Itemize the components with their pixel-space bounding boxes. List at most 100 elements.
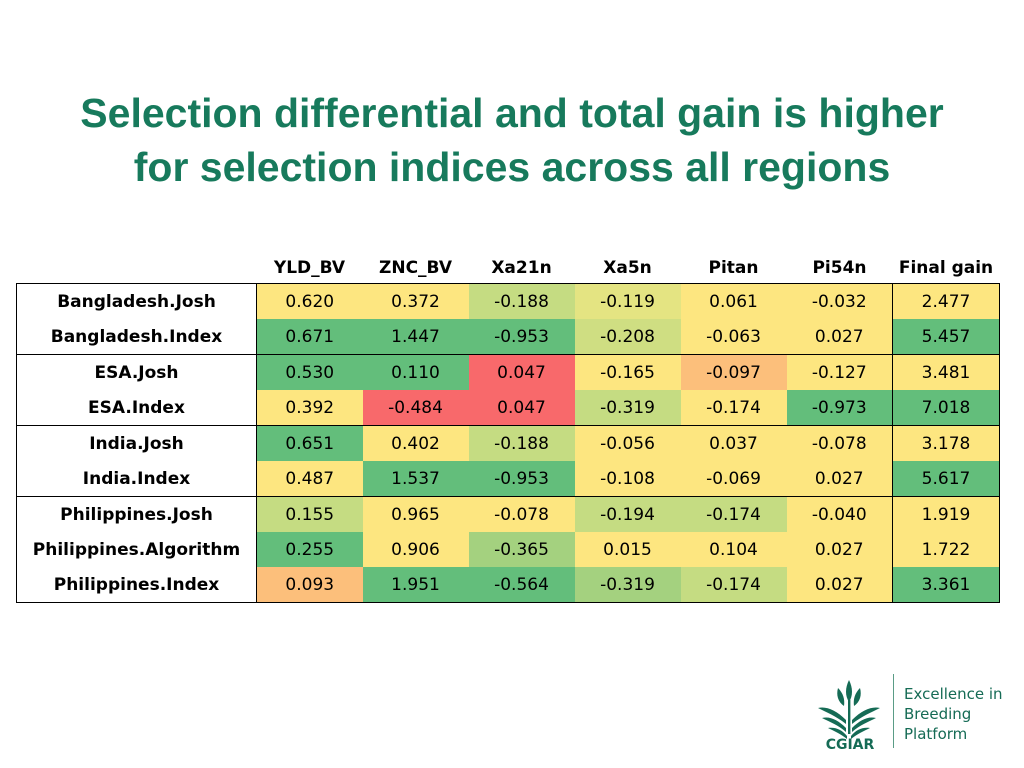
final-gain-cell: 1.722 <box>892 532 1000 567</box>
data-cell: -0.119 <box>574 283 681 319</box>
final-gain-cell: 3.361 <box>892 567 1000 603</box>
table-row: India.Index 0.487 1.537 -0.953 -0.108 -0… <box>16 461 1000 497</box>
final-gain-cell: 5.617 <box>892 461 1000 497</box>
data-cell: 0.015 <box>574 532 681 567</box>
data-cell: -0.040 <box>786 496 893 532</box>
title-line-2: for selection indices across all regions <box>133 144 891 190</box>
data-cell: -0.188 <box>468 283 575 319</box>
data-cell: -0.078 <box>468 496 575 532</box>
final-gain-cell: 3.481 <box>892 354 1000 390</box>
row-label: ESA.Index <box>16 390 257 426</box>
data-cell: -0.319 <box>574 567 681 603</box>
final-gain-cell: 2.477 <box>892 283 1000 319</box>
data-cell: 1.951 <box>362 567 469 603</box>
selection-gain-table: YLD_BV ZNC_BV Xa21n Xa5n Pitan Pi54n Fin… <box>16 253 1000 603</box>
data-cell: -0.953 <box>468 319 575 355</box>
final-gain-cell: 1.919 <box>892 496 1000 532</box>
column-header: Pi54n <box>812 258 867 278</box>
table-row: Philippines.Index 0.093 1.951 -0.564 -0.… <box>16 567 1000 603</box>
cgiar-logo-icon <box>818 680 880 739</box>
data-cell: -0.063 <box>680 319 787 355</box>
data-cell: -0.078 <box>786 425 893 461</box>
data-cell: -0.174 <box>680 496 787 532</box>
final-gain-cell: 3.178 <box>892 425 1000 461</box>
data-cell: 0.620 <box>256 283 363 319</box>
column-header: YLD_BV <box>273 258 346 278</box>
data-cell: 0.372 <box>362 283 469 319</box>
data-cell: -0.319 <box>574 390 681 426</box>
column-header: ZNC_BV <box>379 258 452 278</box>
data-cell: 1.447 <box>362 319 469 355</box>
data-cell: -0.953 <box>468 461 575 497</box>
header-row: YLD_BV ZNC_BV Xa21n Xa5n Pitan Pi54n Fin… <box>17 253 1000 284</box>
final-gain-cell: 5.457 <box>892 319 1000 355</box>
data-cell: 0.047 <box>468 354 575 390</box>
data-cell: -0.188 <box>468 425 575 461</box>
data-cell: 0.155 <box>256 496 363 532</box>
data-cell: 0.906 <box>362 532 469 567</box>
platform-name-line-2: Breeding <box>904 705 972 723</box>
table-row: ESA.Index 0.392 -0.484 0.047 -0.319 -0.1… <box>16 390 1000 426</box>
column-header: Xa21n <box>491 258 552 278</box>
slide-title: Selection differential and total gain is… <box>0 86 1024 194</box>
data-cell: -0.484 <box>362 390 469 426</box>
data-cell: 1.537 <box>362 461 469 497</box>
data-cell: 0.965 <box>362 496 469 532</box>
header-corner <box>17 253 257 284</box>
column-header: Final gain <box>898 258 994 278</box>
column-header: Pitan <box>708 258 759 278</box>
data-cell: 0.255 <box>256 532 363 567</box>
row-label: Philippines.Index <box>16 567 257 603</box>
row-label: Philippines.Josh <box>16 496 257 532</box>
data-cell: 0.104 <box>680 532 787 567</box>
platform-name: Excellence in Breeding Platform <box>904 684 1003 744</box>
platform-name-line-1: Excellence in <box>904 685 1003 703</box>
table-row: Bangladesh.Josh 0.620 0.372 -0.188 -0.11… <box>16 283 1000 319</box>
data-cell: -0.564 <box>468 567 575 603</box>
data-cell: -0.127 <box>786 354 893 390</box>
table-row: Philippines.Josh 0.155 0.965 -0.078 -0.1… <box>16 496 1000 532</box>
data-cell: -0.174 <box>680 567 787 603</box>
cgiar-wordmark: CGIAR <box>825 737 875 753</box>
data-cell: -0.032 <box>786 283 893 319</box>
title-line-1: Selection differential and total gain is… <box>80 90 944 136</box>
row-label: Bangladesh.Josh <box>16 283 257 319</box>
row-label: India.Index <box>16 461 257 497</box>
data-cell: 0.027 <box>786 319 893 355</box>
data-cell: 0.530 <box>256 354 363 390</box>
data-cell: 0.402 <box>362 425 469 461</box>
table-row: ESA.Josh 0.530 0.110 0.047 -0.165 -0.097… <box>16 354 1000 390</box>
data-cell: 0.651 <box>256 425 363 461</box>
data-cell: 0.487 <box>256 461 363 497</box>
table-row: Philippines.Algorithm 0.255 0.906 -0.365… <box>16 532 1000 567</box>
data-cell: 0.392 <box>256 390 363 426</box>
data-cell: 0.027 <box>786 461 893 497</box>
logo-divider <box>893 674 894 748</box>
row-label: India.Josh <box>16 425 257 461</box>
data-cell: -0.056 <box>574 425 681 461</box>
data-cell: 0.061 <box>680 283 787 319</box>
data-cell: -0.973 <box>786 390 893 426</box>
row-label: Philippines.Algorithm <box>16 532 257 567</box>
row-label: Bangladesh.Index <box>16 319 257 355</box>
data-cell: 0.110 <box>362 354 469 390</box>
data-cell: -0.208 <box>574 319 681 355</box>
data-cell: 0.027 <box>786 567 893 603</box>
data-cell: 0.093 <box>256 567 363 603</box>
column-header: Xa5n <box>603 258 652 278</box>
data-cell: 0.027 <box>786 532 893 567</box>
table-row: India.Josh 0.651 0.402 -0.188 -0.056 0.0… <box>16 425 1000 461</box>
data-cell: -0.108 <box>574 461 681 497</box>
data-cell: 0.047 <box>468 390 575 426</box>
data-cell: -0.097 <box>680 354 787 390</box>
platform-name-line-3: Platform <box>904 725 968 743</box>
data-cell: -0.165 <box>574 354 681 390</box>
data-cell: -0.174 <box>680 390 787 426</box>
data-cell: -0.194 <box>574 496 681 532</box>
data-cell: -0.365 <box>468 532 575 567</box>
row-label: ESA.Josh <box>16 354 257 390</box>
final-gain-cell: 7.018 <box>892 390 1000 426</box>
data-cell: 0.037 <box>680 425 787 461</box>
data-cell: -0.069 <box>680 461 787 497</box>
data-cell: 0.671 <box>256 319 363 355</box>
